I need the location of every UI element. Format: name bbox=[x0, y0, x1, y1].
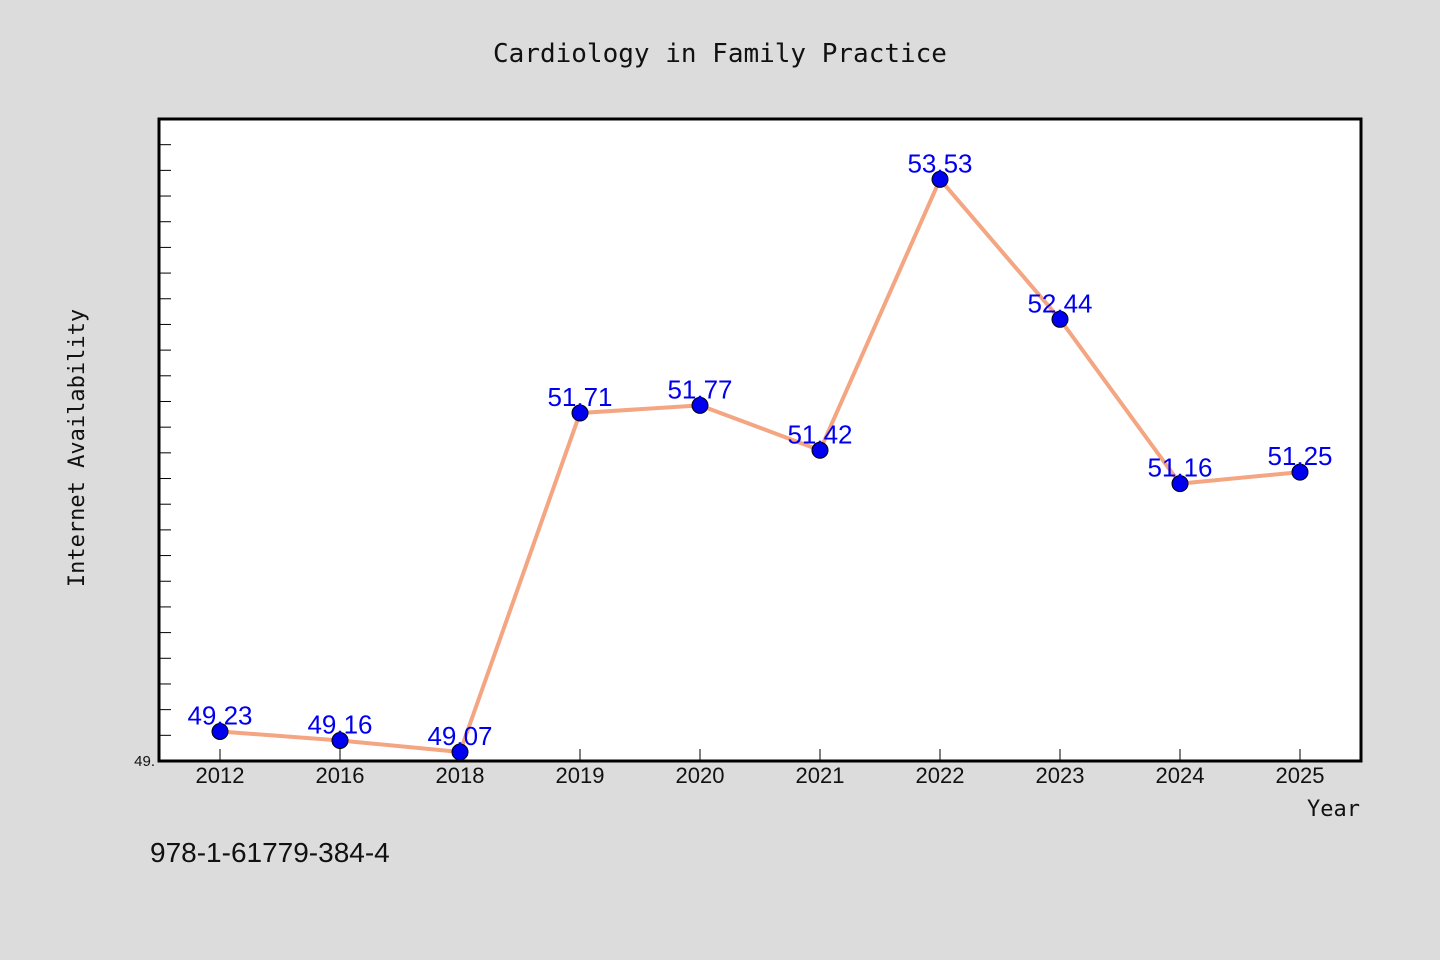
data-point bbox=[211, 722, 229, 740]
y-axis-min-label: 49. bbox=[134, 753, 155, 770]
data-label: 51.42 bbox=[787, 419, 852, 449]
x-tick-label: 2016 bbox=[316, 763, 365, 788]
data-point bbox=[691, 396, 709, 414]
x-tick-label: 2012 bbox=[196, 763, 245, 788]
x-axis-ticks: 2012 2016 2018 2019 2020 2021 2022 2023 2024 2025 bbox=[196, 749, 1325, 788]
x-tick-label: 2021 bbox=[796, 763, 845, 788]
data-label: 49.07 bbox=[427, 721, 492, 751]
x-tick-label: 2019 bbox=[556, 763, 605, 788]
data-point bbox=[811, 441, 829, 459]
x-tick-label: 2018 bbox=[436, 763, 485, 788]
data-label: 51.16 bbox=[1147, 453, 1212, 483]
data-label: 52.44 bbox=[1027, 288, 1092, 318]
data-label: 51.25 bbox=[1267, 441, 1332, 471]
data-label: 49.16 bbox=[307, 709, 372, 739]
y-axis-ticks bbox=[159, 144, 171, 736]
y-axis-title: Internet Availability bbox=[65, 309, 90, 587]
x-tick-label: 2023 bbox=[1036, 763, 1085, 788]
isbn-code: 978-1-61779-384-4 bbox=[150, 837, 390, 868]
series-layer: 49.23 49.16 49.07 51.71 51.77 51.42 53.53 52.44… bbox=[187, 148, 1333, 761]
data-label: 51.71 bbox=[547, 382, 612, 412]
data-label: 53.53 bbox=[907, 148, 972, 178]
plot-frame bbox=[157, 117, 1363, 763]
x-axis-title: Year bbox=[1307, 797, 1360, 822]
x-tick-label: 2020 bbox=[676, 763, 725, 788]
chart-title: Cardiology in Family Practice bbox=[493, 39, 947, 69]
series-line bbox=[219, 177, 1301, 755]
data-point bbox=[1051, 310, 1069, 328]
x-tick-label: 2022 bbox=[916, 763, 965, 788]
data-point bbox=[1171, 475, 1189, 493]
x-tick-label: 2025 bbox=[1276, 763, 1325, 788]
plot-area bbox=[159, 119, 1361, 761]
x-tick-label: 2024 bbox=[1156, 763, 1205, 788]
data-point bbox=[931, 170, 949, 188]
data-point bbox=[1291, 463, 1309, 481]
data-point bbox=[331, 731, 349, 749]
data-label: 51.77 bbox=[667, 374, 732, 404]
data-point bbox=[571, 404, 589, 422]
data-label: 49.23 bbox=[187, 700, 252, 730]
